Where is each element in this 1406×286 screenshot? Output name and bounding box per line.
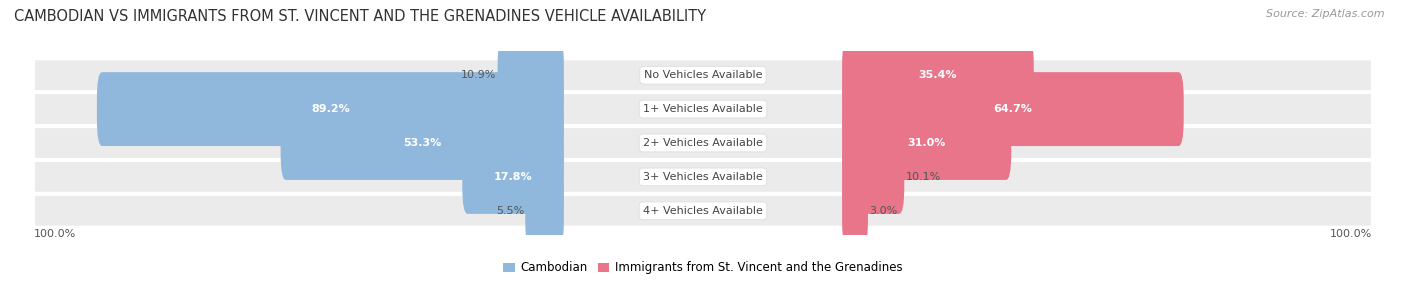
FancyBboxPatch shape xyxy=(281,106,564,180)
FancyBboxPatch shape xyxy=(34,93,1372,125)
Text: No Vehicles Available: No Vehicles Available xyxy=(644,70,762,80)
FancyBboxPatch shape xyxy=(34,194,1372,227)
Text: 64.7%: 64.7% xyxy=(994,104,1032,114)
FancyBboxPatch shape xyxy=(463,140,564,214)
FancyBboxPatch shape xyxy=(842,72,1184,146)
Text: 1+ Vehicles Available: 1+ Vehicles Available xyxy=(643,104,763,114)
Legend: Cambodian, Immigrants from St. Vincent and the Grenadines: Cambodian, Immigrants from St. Vincent a… xyxy=(503,261,903,274)
Text: 100.0%: 100.0% xyxy=(34,229,76,239)
Text: 89.2%: 89.2% xyxy=(311,104,350,114)
Text: 2+ Vehicles Available: 2+ Vehicles Available xyxy=(643,138,763,148)
FancyBboxPatch shape xyxy=(526,174,564,248)
Text: Source: ZipAtlas.com: Source: ZipAtlas.com xyxy=(1267,9,1385,19)
FancyBboxPatch shape xyxy=(842,38,1033,112)
FancyBboxPatch shape xyxy=(34,161,1372,193)
FancyBboxPatch shape xyxy=(842,174,868,248)
Text: CAMBODIAN VS IMMIGRANTS FROM ST. VINCENT AND THE GRENADINES VEHICLE AVAILABILITY: CAMBODIAN VS IMMIGRANTS FROM ST. VINCENT… xyxy=(14,9,706,23)
Text: 10.1%: 10.1% xyxy=(905,172,941,182)
Text: 35.4%: 35.4% xyxy=(918,70,957,80)
FancyBboxPatch shape xyxy=(34,59,1372,92)
Text: 3.0%: 3.0% xyxy=(869,206,897,216)
Text: 10.9%: 10.9% xyxy=(461,70,496,80)
Text: 4+ Vehicles Available: 4+ Vehicles Available xyxy=(643,206,763,216)
Text: 3+ Vehicles Available: 3+ Vehicles Available xyxy=(643,172,763,182)
Text: 17.8%: 17.8% xyxy=(494,172,533,182)
Text: 5.5%: 5.5% xyxy=(496,206,524,216)
FancyBboxPatch shape xyxy=(842,140,904,214)
Text: 31.0%: 31.0% xyxy=(907,138,946,148)
FancyBboxPatch shape xyxy=(34,127,1372,159)
Text: 53.3%: 53.3% xyxy=(404,138,441,148)
FancyBboxPatch shape xyxy=(97,72,564,146)
FancyBboxPatch shape xyxy=(498,38,564,112)
Text: 100.0%: 100.0% xyxy=(1330,229,1372,239)
FancyBboxPatch shape xyxy=(842,106,1011,180)
